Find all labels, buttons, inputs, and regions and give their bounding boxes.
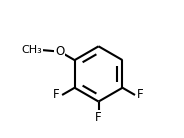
- Text: CH₃: CH₃: [22, 45, 43, 55]
- Text: F: F: [137, 88, 144, 101]
- Text: F: F: [95, 111, 102, 124]
- Text: F: F: [53, 88, 60, 101]
- Text: O: O: [55, 45, 65, 58]
